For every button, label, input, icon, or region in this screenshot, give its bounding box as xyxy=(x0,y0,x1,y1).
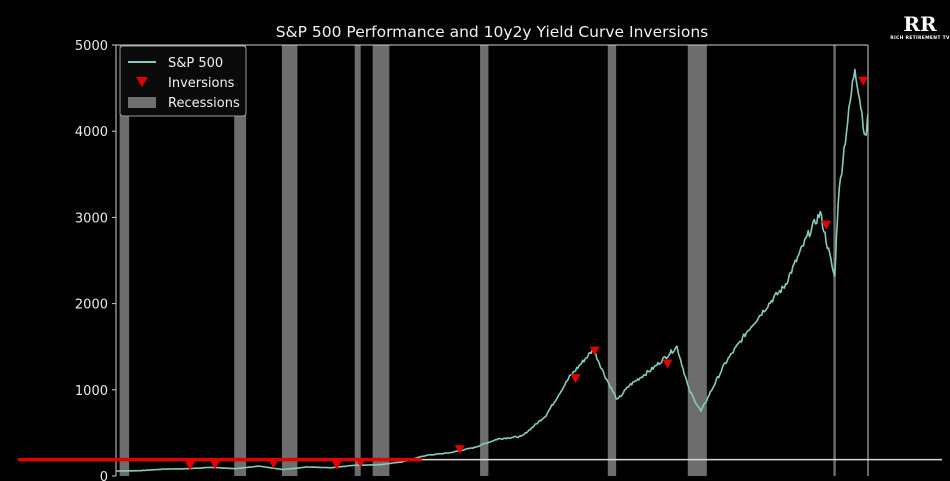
recession-band-7 xyxy=(687,45,707,476)
legend: S&P 500 Inversions Recessions xyxy=(119,45,247,117)
inversion-marker-6 xyxy=(570,374,581,384)
inversion-marker-4 xyxy=(355,458,366,468)
legend-swatch-inversions xyxy=(136,77,148,87)
inversion-marker-8 xyxy=(662,359,673,369)
y-tick-label-2: 2000 xyxy=(75,298,108,313)
inversion-markers xyxy=(185,76,869,471)
legend-label-inversions: Inversions xyxy=(168,76,235,91)
sp500-line xyxy=(116,68,869,472)
legend-label-sp500: S&P 500 xyxy=(168,56,223,71)
brand-logo-text: RICH RETIREMENT TV xyxy=(890,35,950,41)
y-tick-label-3: 3000 xyxy=(75,211,108,226)
inversion-marker-10 xyxy=(858,76,869,86)
recession-band-5 xyxy=(480,45,489,476)
inversion-marker-2 xyxy=(268,459,279,469)
legend-label-recessions: Recessions xyxy=(168,96,240,111)
y-tick-label-1: 1000 xyxy=(75,384,108,399)
brand-logo-mark: RR xyxy=(903,12,937,36)
inversion-marker-1 xyxy=(210,460,221,470)
recession-band-2 xyxy=(281,45,298,476)
chart-title: S&P 500 Performance and 10y2y Yield Curv… xyxy=(276,23,709,41)
inversion-marker-5 xyxy=(454,445,465,455)
sp500-series xyxy=(116,68,869,472)
recession-bands xyxy=(119,45,836,476)
legend-swatch-recessions xyxy=(128,97,156,108)
recession-band-4 xyxy=(372,45,390,476)
axes: 0 1000 2000 3000 4000 5000 xyxy=(75,39,869,481)
inversion-marker-7 xyxy=(589,346,600,356)
recession-band-1 xyxy=(234,45,247,476)
y-tick-label-0: 0 xyxy=(100,470,108,481)
inversion-marker-3 xyxy=(331,460,342,470)
y-tick-label-4: 4000 xyxy=(75,125,108,140)
recession-band-8 xyxy=(833,45,836,476)
recession-band-3 xyxy=(354,45,361,476)
recession-band-0 xyxy=(119,45,130,476)
recession-band-6 xyxy=(607,45,617,476)
inversion-marker-0 xyxy=(185,461,196,471)
y-tick-label-5: 5000 xyxy=(75,39,108,54)
inversion-marker-9 xyxy=(821,220,832,230)
brand-logo: RR RICH RETIREMENT TV xyxy=(890,12,950,41)
